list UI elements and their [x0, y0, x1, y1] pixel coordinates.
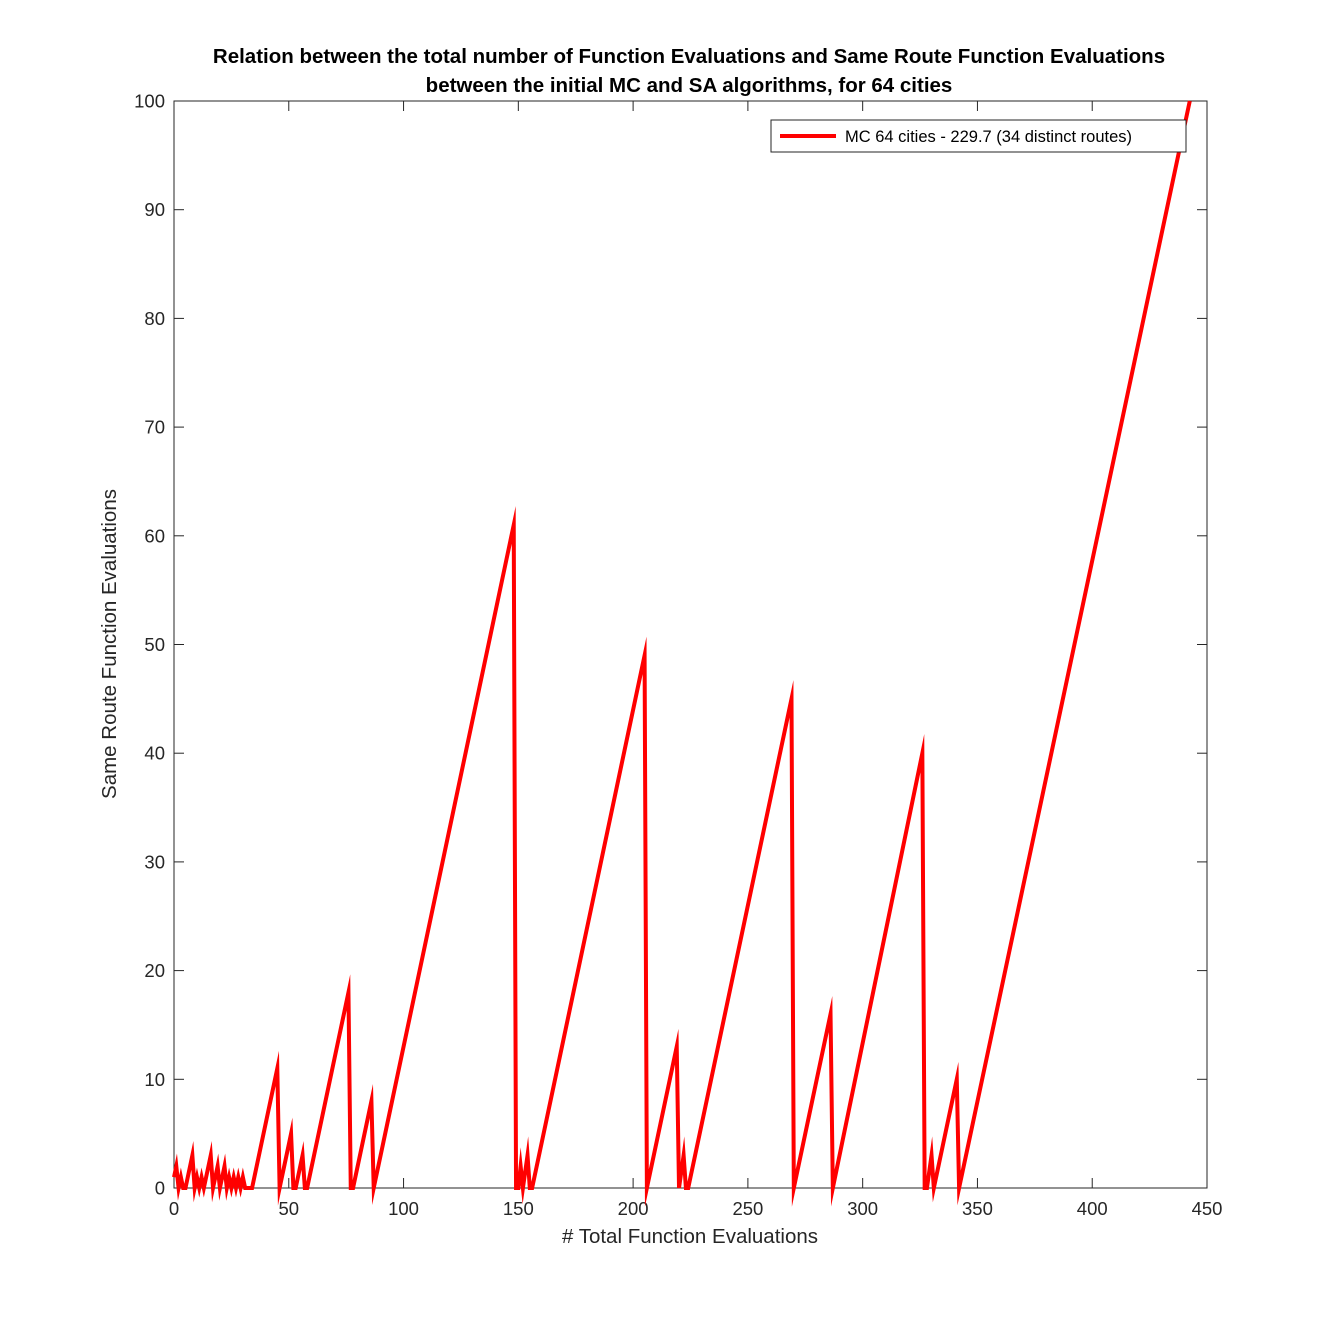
y-tick-label: 60 — [144, 525, 165, 546]
plot-area-frame — [173, 100, 1208, 1189]
legend-entry-label: MC 64 cities - 229.7 (34 distinct routes… — [845, 128, 1132, 146]
series-layer — [172, 100, 1192, 1207]
legend-box — [770, 119, 1187, 153]
chart-title-line-1: Relation between the total number of Fun… — [213, 45, 1165, 68]
y-tick-label: 70 — [144, 417, 165, 438]
chart-title-line-2: between the initial MC and SA algorithms… — [426, 74, 953, 97]
y-axis-label: Same Route Function Evaluations — [98, 489, 121, 799]
x-tick-label: 300 — [847, 1198, 878, 1219]
x-tick-label: 100 — [388, 1198, 419, 1219]
x-tick-label: 150 — [503, 1198, 534, 1219]
y-tick-label: 10 — [144, 1069, 165, 1090]
y-tick-label: 40 — [144, 743, 165, 764]
x-tick-label: 350 — [962, 1198, 993, 1219]
x-tick-label: 200 — [618, 1198, 649, 1219]
y-tick-label: 0 — [155, 1178, 165, 1199]
y-axis-ticks: 0 10 20 30 40 50 60 70 80 90 100 — [134, 91, 1207, 1199]
y-tick-label: 100 — [134, 91, 165, 112]
series-line-group — [172, 100, 1192, 1207]
y-tick-label: 30 — [144, 851, 165, 872]
x-axis-ticks: 0 50 100 150 200 250 300 350 400 450 — [169, 101, 1223, 1219]
x-tick-label: 400 — [1077, 1198, 1108, 1219]
y-tick-label: 80 — [144, 308, 165, 329]
series-line — [172, 100, 1192, 1207]
y-tick-label: 90 — [144, 199, 165, 220]
legend: MC 64 cities - 229.7 (34 distinct routes… — [770, 119, 1187, 153]
x-axis-label: # Total Function Evaluations — [562, 1225, 818, 1248]
x-tick-label: 450 — [1192, 1198, 1223, 1219]
x-tick-label: 0 — [169, 1198, 179, 1219]
x-tick-label: 250 — [732, 1198, 763, 1219]
y-tick-label: 20 — [144, 960, 165, 981]
x-tick-label: 50 — [278, 1198, 299, 1219]
y-tick-label: 50 — [144, 634, 165, 655]
